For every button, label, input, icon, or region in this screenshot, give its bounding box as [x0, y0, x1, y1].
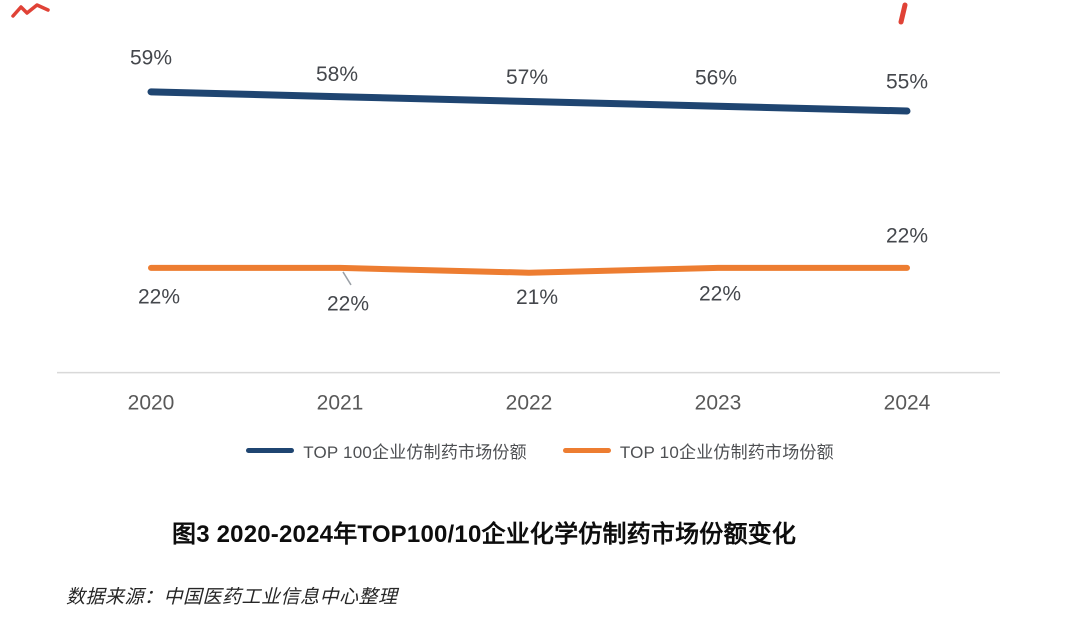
- x-tick-label: 2024: [884, 392, 931, 415]
- data-label: 55%: [886, 70, 928, 93]
- series-line-1: [148, 264, 910, 276]
- series-line-0: [147, 88, 911, 115]
- data-label: 21%: [516, 286, 558, 309]
- legend-label-top10: TOP 10企业仿制药市场份额: [619, 443, 834, 462]
- data-label: 22%: [699, 282, 741, 305]
- data-label: 58%: [316, 63, 358, 86]
- legend-label-top100: TOP 100企业仿制药市场份额: [303, 443, 527, 462]
- data-label: 57%: [506, 66, 548, 89]
- legend-item-top10: TOP 10企业仿制药市场份额: [562, 438, 834, 463]
- x-tick-label: 2022: [506, 392, 553, 415]
- x-tick-label: 2021: [317, 392, 364, 415]
- chart-legend: TOP 100企业仿制药市场份额 TOP 10企业仿制药市场份额: [0, 438, 1080, 463]
- data-source: 数据来源：中国医药工业信息中心整理: [66, 587, 398, 608]
- data-label: 59%: [130, 46, 172, 69]
- data-label: 22%: [327, 292, 369, 315]
- data-label: 56%: [695, 67, 737, 90]
- x-tick-label: 2020: [128, 392, 175, 415]
- data-label: 22%: [886, 224, 928, 247]
- red-scribble-right: [898, 2, 908, 25]
- legend-item-top100: TOP 100企业仿制药市场份额: [246, 438, 527, 463]
- label-leader-line: [342, 271, 352, 286]
- legend-swatch-top10: [562, 448, 611, 453]
- red-scribble-left: [11, 3, 50, 18]
- figure-caption: 图3 2020-2024年TOP100/10企业化学仿制药市场份额变化: [172, 521, 797, 548]
- x-tick-label: 2023: [695, 392, 742, 415]
- legend-swatch-top100: [246, 448, 295, 453]
- data-label: 22%: [138, 285, 180, 308]
